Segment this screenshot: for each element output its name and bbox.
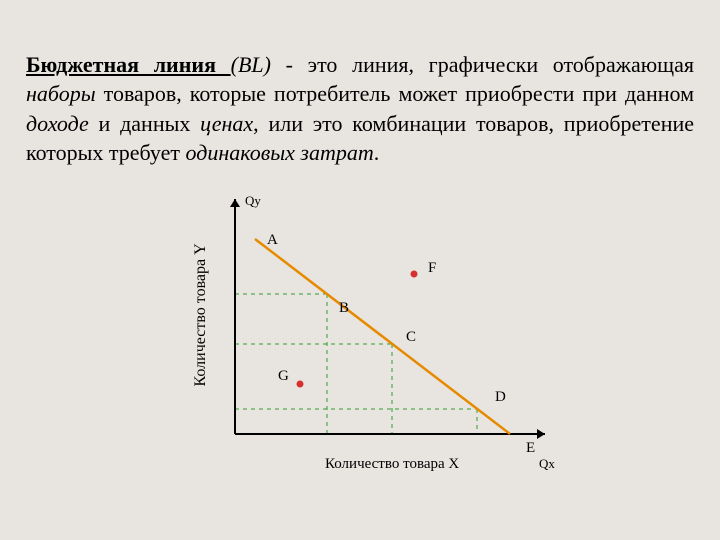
point-label-D: D — [495, 389, 506, 405]
point-G — [297, 381, 304, 388]
term-abbrev: (BL) — [231, 52, 271, 77]
def-text-3: и данных — [89, 111, 200, 136]
def-text-5: . — [374, 140, 380, 165]
point-label-C: C — [406, 329, 416, 345]
def-it-2: доходе — [26, 111, 89, 136]
def-text-2: товаров, которые потребитель может приоб… — [96, 81, 694, 106]
x-axis-arrow — [537, 429, 545, 439]
point-label-G: G — [278, 368, 289, 384]
point-label-F: F — [428, 260, 436, 276]
def-it-4: одинаковых затрат — [185, 140, 373, 165]
x-axis-end-label: Qx — [539, 456, 555, 471]
definition-paragraph: Бюджетная линия (BL) - это линия, графич… — [26, 50, 694, 167]
term-bold: Бюджетная линия — [26, 52, 231, 77]
budget-line — [255, 239, 510, 434]
slide-page: Бюджетная линия (BL) - это линия, графич… — [0, 0, 720, 540]
point-label-B: B — [339, 300, 349, 316]
y-axis-end-label: Qy — [245, 193, 261, 208]
def-text-1: - это линия, графически отображающая — [271, 52, 694, 77]
budget-line-chart: A B C D E F G Qy Qx Количество товара X Количество… — [145, 189, 575, 489]
x-axis-title: Количество товара X — [325, 456, 459, 472]
point-label-E: E — [526, 440, 535, 456]
point-F — [411, 271, 418, 278]
def-it-1: наборы — [26, 81, 96, 106]
y-axis-title: Количество товара Y — [192, 243, 209, 387]
chart-container: A B C D E F G Qy Qx Количество товара X Количество… — [26, 189, 694, 489]
y-axis-arrow — [230, 199, 240, 207]
point-label-A: A — [267, 232, 278, 248]
def-it-3: ценах — [200, 111, 253, 136]
